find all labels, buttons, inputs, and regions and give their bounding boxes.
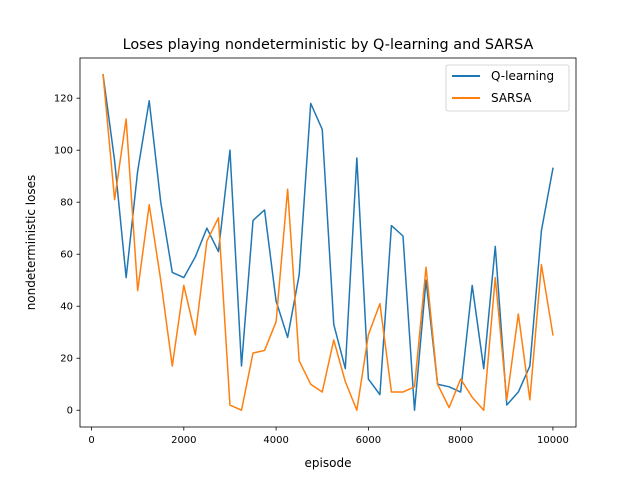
x-tick-label: 4000 <box>263 435 288 446</box>
legend-label-q-learning: Q-learning <box>491 69 554 83</box>
plot-frame <box>79 57 577 428</box>
y-tick-label: 80 <box>60 198 73 209</box>
y-axis: 0 20 40 60 80 100 120 <box>54 94 80 417</box>
y-tick-label: 0 <box>67 406 73 417</box>
x-axis: 0 2000 4000 6000 8000 10000 <box>88 427 569 446</box>
y-tick-label: 100 <box>54 146 73 157</box>
y-tick-label: 120 <box>54 94 73 105</box>
y-tick-label: 60 <box>60 250 73 261</box>
x-tick-label: 2000 <box>171 435 196 446</box>
x-tick-label: 0 <box>88 435 94 446</box>
y-axis-label: nondeterministic loses <box>24 175 38 311</box>
chart-title: Loses playing nondeterministic by Q-lear… <box>123 37 534 53</box>
x-tick-label: 10000 <box>537 435 569 446</box>
y-tick-label: 40 <box>60 302 73 313</box>
x-tick-label: 6000 <box>356 435 381 446</box>
series-line-sarsa <box>102 73 554 411</box>
x-tick-label: 8000 <box>448 435 473 446</box>
series-line-q-learning <box>102 73 554 411</box>
legend: Q-learning SARSA <box>445 64 570 112</box>
x-axis-label: episode <box>305 456 352 470</box>
legend-label-sarsa: SARSA <box>491 91 532 105</box>
y-tick-label: 20 <box>60 354 73 365</box>
plot-series <box>102 73 554 411</box>
